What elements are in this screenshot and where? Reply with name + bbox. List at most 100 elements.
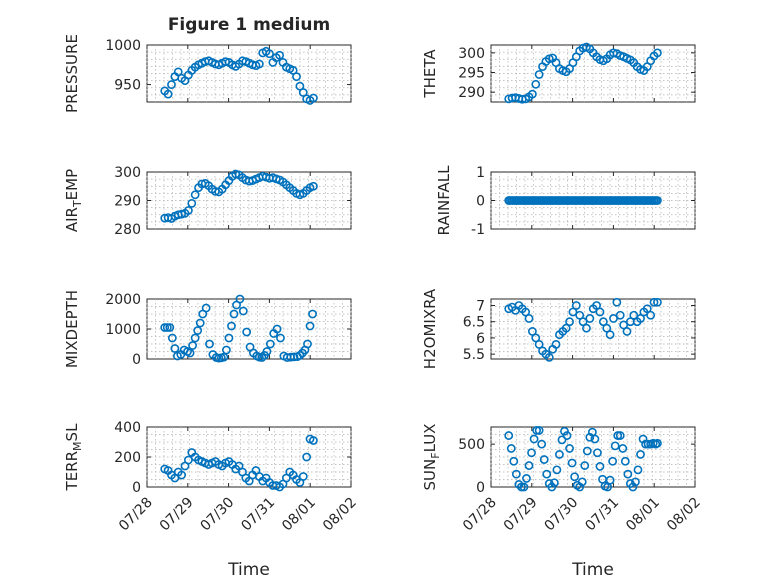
x-axis-label: Time [571, 560, 614, 580]
data-point [292, 72, 301, 82]
y-tick-label: 300 [114, 165, 141, 181]
data-point [590, 434, 600, 444]
x-tick-label: 07/29 [157, 495, 197, 535]
y-tick-label: 0 [476, 480, 485, 496]
y-tick-label: 1000 [105, 322, 141, 338]
data-point [565, 317, 574, 327]
data-point [653, 196, 662, 205]
y-axis-label: PRESSURE [63, 34, 81, 113]
data-point [549, 478, 559, 488]
data-point [238, 306, 248, 316]
data-point [511, 469, 521, 479]
data-point [504, 431, 514, 440]
data-point [605, 475, 615, 485]
y-label-subscript: F [429, 452, 442, 458]
data-point [610, 441, 620, 451]
y-tick-label: 290 [458, 85, 485, 101]
data-point [242, 327, 252, 337]
data-point [302, 452, 312, 462]
data-point [593, 448, 602, 458]
data-point [527, 327, 537, 336]
y-tick-label: 290 [114, 194, 141, 210]
data-point [201, 303, 211, 313]
data-point [276, 333, 285, 343]
y-label-part: AIR [63, 207, 81, 232]
y-tick-label: 950 [114, 78, 141, 94]
data-point [298, 472, 308, 481]
data-point [555, 450, 564, 459]
data-point [539, 455, 549, 464]
data-point [527, 448, 536, 458]
data-point [531, 79, 541, 89]
data-point [532, 426, 542, 435]
data-point [167, 333, 177, 343]
data-point [519, 482, 529, 492]
data-point [570, 472, 580, 482]
y-label-subscript: M [71, 441, 84, 451]
data-point [618, 444, 628, 453]
data-point [544, 352, 554, 362]
data-point [309, 436, 318, 445]
series-markers [504, 297, 662, 362]
y-tick-label: 500 [458, 437, 485, 453]
data-point [567, 458, 577, 468]
data-point [309, 93, 318, 103]
data-point [633, 465, 643, 475]
data-point [595, 307, 605, 317]
y-axis-label: H2OMIXRA [421, 288, 439, 369]
data-point [529, 434, 539, 444]
data-point [177, 470, 187, 480]
data-point [561, 323, 571, 333]
series-markers [160, 46, 318, 105]
y-tick-label: 0 [132, 480, 141, 496]
y-tick-label: -1 [471, 222, 485, 238]
data-point [229, 309, 239, 319]
data-point [551, 340, 561, 349]
data-point [653, 48, 662, 58]
data-point [623, 469, 633, 479]
subplot-2: 280 290 300 AIRTEMP [63, 165, 352, 238]
x-tick-label: 07/29 [501, 495, 541, 535]
data-point [580, 461, 590, 470]
data-point [578, 317, 588, 327]
x-tick-label: 07/31 [582, 495, 622, 535]
data-point [170, 344, 180, 353]
data-point [524, 461, 534, 470]
data-point [165, 323, 175, 332]
y-axis-label: RAINFALL [435, 165, 453, 236]
data-point [167, 80, 176, 89]
data-point [565, 444, 574, 453]
data-point [188, 341, 198, 350]
data-point [537, 439, 547, 449]
y-tick-label: 200 [114, 450, 141, 466]
data-point [509, 456, 519, 466]
y-axis-label: AIRTEMP [63, 169, 84, 232]
y-tick-label: 295 [458, 66, 485, 82]
series-markers [504, 196, 662, 205]
data-point [622, 327, 632, 336]
y-tick-label: 0 [476, 194, 485, 210]
x-tick-label: 08/02 [664, 495, 704, 535]
data-point [560, 426, 569, 436]
data-point [190, 190, 200, 200]
data-point [295, 350, 305, 360]
data-point [557, 435, 567, 445]
subplot-6: 0 200 400 07/28 07/29 07/30 07/31 08/01 08/02 TER… [63, 420, 360, 580]
data-point [595, 462, 605, 471]
data-point [609, 314, 618, 323]
data-point [619, 320, 629, 330]
data-point [653, 438, 662, 448]
y-axis-label: TERRMSL [63, 423, 84, 492]
y-tick-label: 1 [476, 165, 485, 181]
data-point [163, 89, 173, 99]
data-point [521, 307, 531, 317]
data-point [235, 294, 245, 304]
data-point [642, 304, 652, 314]
data-point [653, 297, 662, 307]
data-point [613, 431, 623, 440]
data-point [585, 314, 595, 323]
series-markers [504, 42, 662, 104]
data-point [531, 333, 541, 343]
data-point [615, 431, 625, 440]
